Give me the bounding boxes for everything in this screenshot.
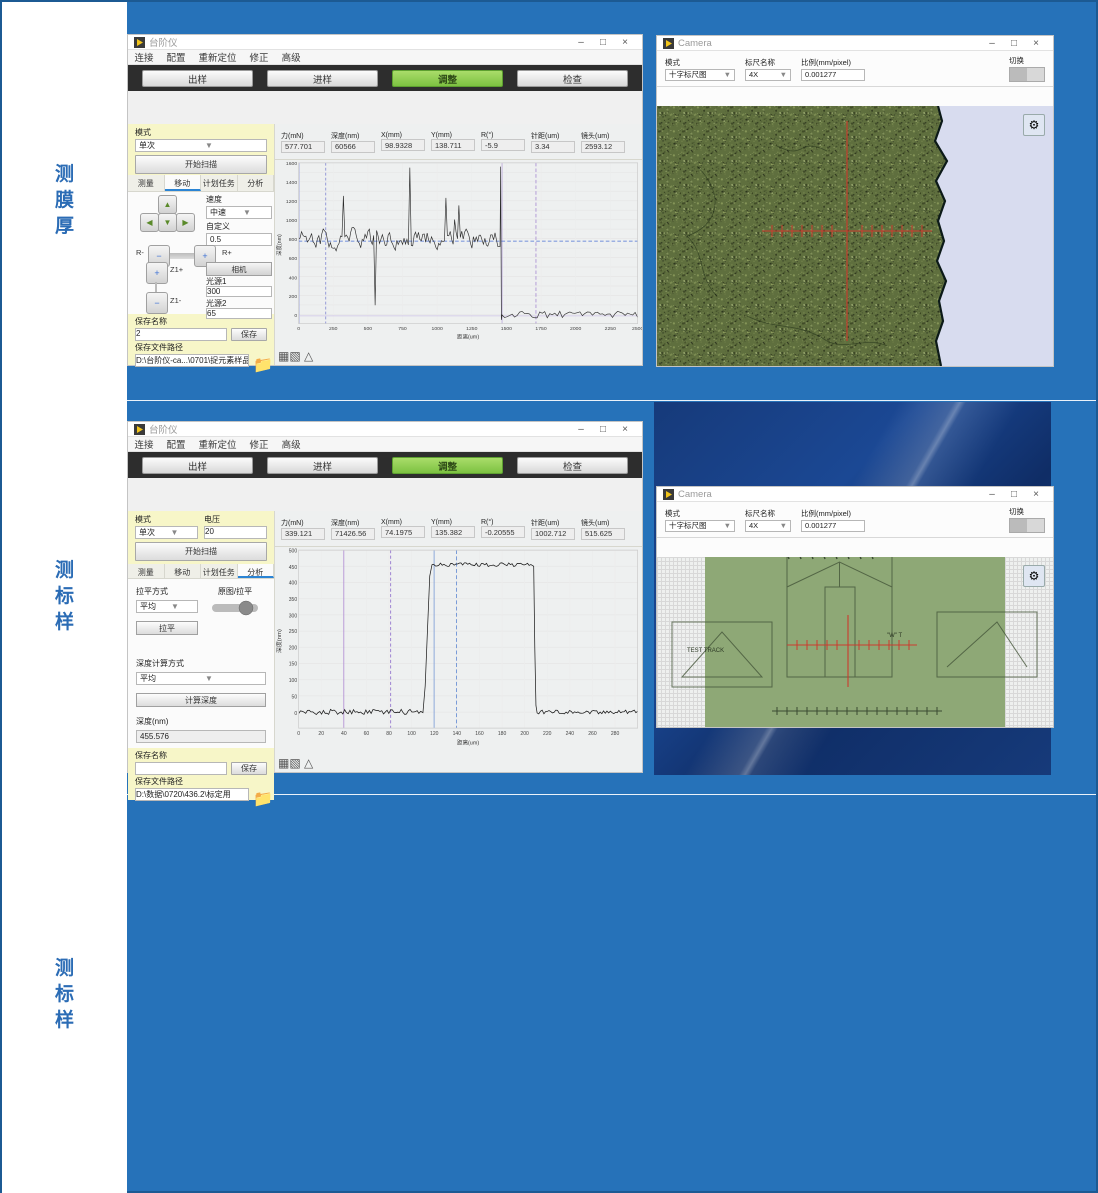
svg-text:280: 280: [611, 731, 620, 737]
svg-text:250: 250: [289, 629, 297, 635]
svg-text:20: 20: [318, 731, 324, 737]
svg-text:2500: 2500: [632, 326, 642, 332]
svg-text:260: 260: [588, 731, 597, 737]
svg-text:2250: 2250: [605, 326, 616, 332]
svg-text:120: 120: [430, 731, 438, 737]
svg-text:800: 800: [289, 237, 298, 243]
svg-text:距离(um): 距离(um): [457, 738, 479, 746]
svg-text:80: 80: [386, 731, 392, 737]
svg-text:"W" T: "W" T: [887, 633, 902, 639]
svg-text:1600: 1600: [286, 161, 297, 167]
svg-text:200: 200: [289, 294, 298, 300]
svg-text:250: 250: [329, 326, 338, 332]
svg-text:200: 200: [520, 731, 528, 737]
svg-text:0: 0: [297, 731, 300, 737]
svg-text:60: 60: [364, 731, 370, 737]
svg-text:150: 150: [289, 661, 297, 667]
svg-text:40: 40: [341, 731, 347, 737]
svg-text:2000: 2000: [570, 326, 581, 332]
svg-text:50: 50: [292, 694, 298, 700]
svg-text:100: 100: [407, 731, 415, 737]
svg-text:1250: 1250: [466, 326, 477, 332]
svg-text:200: 200: [289, 646, 297, 652]
svg-text:1000: 1000: [286, 218, 297, 224]
svg-text:1750: 1750: [535, 326, 546, 332]
svg-text:1500: 1500: [501, 326, 512, 332]
svg-text:750: 750: [398, 326, 407, 332]
svg-text:180: 180: [498, 731, 506, 737]
svg-text:1000: 1000: [432, 326, 443, 332]
svg-text:1200: 1200: [286, 199, 297, 205]
svg-text:500: 500: [289, 548, 297, 554]
svg-text:0: 0: [294, 711, 297, 717]
svg-text:1400: 1400: [286, 180, 297, 186]
svg-text:240: 240: [566, 731, 574, 737]
svg-text:400: 400: [289, 275, 298, 281]
svg-text:TEST TRACK: TEST TRACK: [687, 648, 724, 654]
svg-text:深度(nm): 深度(nm): [275, 234, 283, 256]
svg-text:450: 450: [289, 565, 297, 571]
svg-text:140: 140: [453, 731, 461, 737]
svg-text:500: 500: [364, 326, 373, 332]
svg-text:220: 220: [543, 731, 551, 737]
svg-text:距离(um): 距离(um): [457, 333, 479, 341]
svg-text:0: 0: [297, 326, 300, 332]
svg-text:350: 350: [289, 597, 297, 603]
svg-text:600: 600: [289, 256, 298, 262]
svg-text:100: 100: [289, 678, 297, 684]
svg-text:300: 300: [289, 613, 297, 619]
svg-text:深度(nm): 深度(nm): [275, 629, 283, 653]
svg-text:0: 0: [294, 313, 297, 319]
svg-text:160: 160: [475, 731, 483, 737]
svg-text:400: 400: [289, 580, 297, 586]
